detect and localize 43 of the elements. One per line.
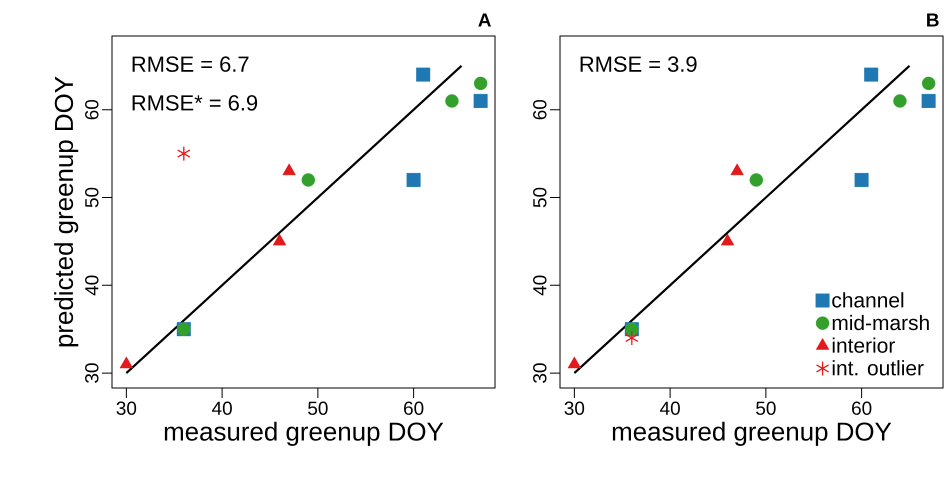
point <box>416 68 430 82</box>
legend-label: int. outlier <box>832 360 924 376</box>
annotation: RMSE = 6.7 <box>132 56 248 72</box>
x-axis-title: measured greenup DOY <box>164 422 444 446</box>
point <box>445 94 459 108</box>
chart-title: A <box>478 13 491 26</box>
x-axis-title: measured greenup DOY <box>612 422 892 446</box>
point <box>893 94 907 108</box>
y-axis-title: predicted greenup DOY <box>54 76 78 346</box>
y-tick-label: 60 <box>533 100 546 120</box>
y-tick-label: 60 <box>85 100 98 120</box>
chart-title: B <box>927 13 939 26</box>
point <box>474 76 488 90</box>
x-tick-label: 40 <box>660 402 680 415</box>
y-tick-label: 40 <box>85 276 98 296</box>
annotation: RMSE* = 6.9 <box>132 95 258 111</box>
y-tick-label: 50 <box>85 188 98 208</box>
x-tick-label: 30 <box>116 402 136 415</box>
point <box>625 330 639 346</box>
x-tick-label: 30 <box>564 402 584 415</box>
point <box>302 173 315 187</box>
point <box>406 172 421 187</box>
point <box>750 173 763 187</box>
point <box>864 68 878 82</box>
point <box>922 94 936 108</box>
y-tick-label: 40 <box>533 276 546 296</box>
y-tick-label: 30 <box>85 363 98 383</box>
y-tick-label: 30 <box>533 363 546 383</box>
x-tick-label: 40 <box>212 402 232 415</box>
x-tick-label: 60 <box>852 402 872 415</box>
point <box>922 76 936 90</box>
legend-label: mid-marsh <box>832 314 929 330</box>
annotation: RMSE = 3.9 <box>580 56 697 72</box>
legend-label: interior <box>832 337 895 353</box>
y-tick-label: 50 <box>533 188 546 208</box>
point <box>177 146 191 162</box>
point <box>120 356 134 368</box>
point <box>854 172 869 187</box>
point <box>474 94 488 108</box>
x-tick-label: 60 <box>404 402 424 415</box>
x-tick-label: 50 <box>308 402 328 415</box>
legend-label: channel <box>832 292 904 308</box>
x-tick-label: 50 <box>756 402 776 415</box>
